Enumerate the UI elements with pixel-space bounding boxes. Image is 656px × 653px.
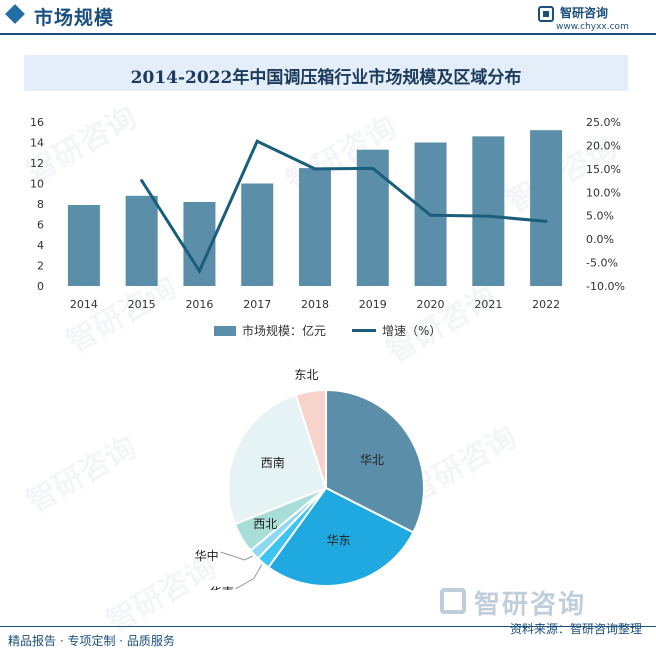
bar — [356, 149, 389, 286]
y-right-tick-label: 15.0% — [586, 163, 621, 176]
x-tick-label: 2019 — [359, 298, 387, 310]
section-title: 市场规模 — [34, 7, 115, 29]
pie-slice — [325, 388, 425, 534]
growth-point — [313, 167, 317, 171]
y-right-tick-label: -10.0% — [586, 280, 625, 293]
pie-slice — [227, 393, 328, 526]
growth-point — [486, 214, 490, 218]
legend-line-label: 增速（%） — [382, 324, 442, 338]
y-left-tick-label: 10 — [30, 178, 44, 191]
legend-item-line: 增速（%） — [352, 322, 441, 339]
growth-point — [197, 269, 201, 273]
y-left-tick-label: 2 — [37, 260, 44, 273]
bar — [241, 183, 274, 286]
y-right-tick-label: -5.0% — [586, 257, 618, 270]
chart-title: 2014-2022年中国调压箱行业市场规模及区域分布 — [130, 68, 522, 88]
page-header: 市场规模 智研咨询 www.chyxx.com — [0, 0, 656, 35]
y-left-tick-label: 0 — [37, 280, 44, 293]
pie-label: 西北 — [253, 517, 277, 531]
pie-label: 华东 — [327, 533, 351, 547]
y-left-tick-label: 4 — [37, 239, 44, 252]
growth-point — [429, 213, 433, 217]
growth-line — [140, 139, 547, 275]
legend-line-swatch — [352, 329, 376, 332]
logo-url: www.chyxx.com — [556, 22, 629, 32]
y-right-tick-label: 0.0% — [586, 233, 614, 246]
logo-mark-icon — [538, 6, 554, 22]
x-tick-label: 2016 — [185, 298, 213, 310]
bar — [299, 168, 331, 286]
bar — [67, 205, 100, 286]
legend-item-bar: 市场规模：亿元 — [214, 322, 326, 339]
header-divider — [0, 33, 656, 35]
x-tick-label: 2014 — [70, 298, 98, 310]
x-tick-label: 2020 — [417, 298, 445, 310]
pie-slice — [294, 388, 327, 489]
y-left-tick-label: 16 — [30, 116, 44, 129]
footer-source: 资料来源：智研咨询整理 — [509, 622, 642, 636]
y-left-tick-label: 12 — [30, 157, 44, 170]
legend-bar-swatch — [214, 325, 236, 336]
logo-name: 智研咨询 — [560, 6, 609, 20]
x-tick-label: 2015 — [128, 298, 156, 310]
pie-leader-line — [220, 551, 253, 561]
y-right-tick-label: 25.0% — [586, 116, 621, 129]
footer-logo-mark-icon — [440, 588, 466, 614]
bar-line-chart: 0 2 4 6 8 10 12 14 16 -10.0% -5.0% 0.0% 5.0% 10.0% 15.… — [30, 116, 625, 310]
y-right-tick-label: 10.0% — [586, 186, 621, 199]
pie-label: 华中 — [195, 548, 219, 563]
bar — [125, 195, 158, 286]
pie-chart: 华北华东华南 华中 西北 西南 东北 — [195, 368, 425, 590]
growth-point — [371, 166, 375, 170]
footer-tagline: 精品报告 · 专项定制 · 品质服务 — [8, 634, 175, 648]
x-tick-label: 2017 — [243, 298, 271, 310]
bar — [472, 136, 505, 286]
brand-logo: 智研咨询 www.chyxx.com — [538, 4, 638, 34]
footer-divider — [0, 626, 656, 627]
pie-leader-line — [235, 564, 263, 590]
y-left-tick-label: 6 — [37, 219, 44, 232]
x-tick-label: 2018 — [301, 298, 329, 310]
bar — [530, 130, 563, 286]
y-right-tick-label: 5.0% — [586, 210, 614, 223]
pie-slice — [266, 486, 415, 587]
growth-point — [255, 139, 259, 143]
y-right-tick-label: 20.0% — [586, 139, 621, 152]
y-left-tick-label: 14 — [30, 137, 44, 150]
x-tick-label: 2021 — [474, 298, 502, 310]
chart-title-box: 2014-2022年中国调压箱行业市场规模及区域分布 — [24, 55, 628, 91]
chart-legend: 市场规模：亿元 增速（%） — [0, 322, 656, 342]
y-left-tick-label: 8 — [37, 198, 44, 211]
legend-bar-label: 市场规模：亿元 — [242, 324, 327, 338]
pie-label: 西南 — [261, 455, 285, 470]
growth-point — [544, 219, 548, 223]
pie-label: 东北 — [294, 368, 318, 382]
pie-label: 华南 — [210, 585, 234, 590]
x-tick-label: 2022 — [532, 298, 560, 310]
pie-label: 华北 — [360, 453, 384, 467]
footer-big-logo: 智研咨询 — [474, 590, 587, 620]
growth-point — [140, 179, 144, 183]
diamond-icon — [5, 4, 25, 24]
